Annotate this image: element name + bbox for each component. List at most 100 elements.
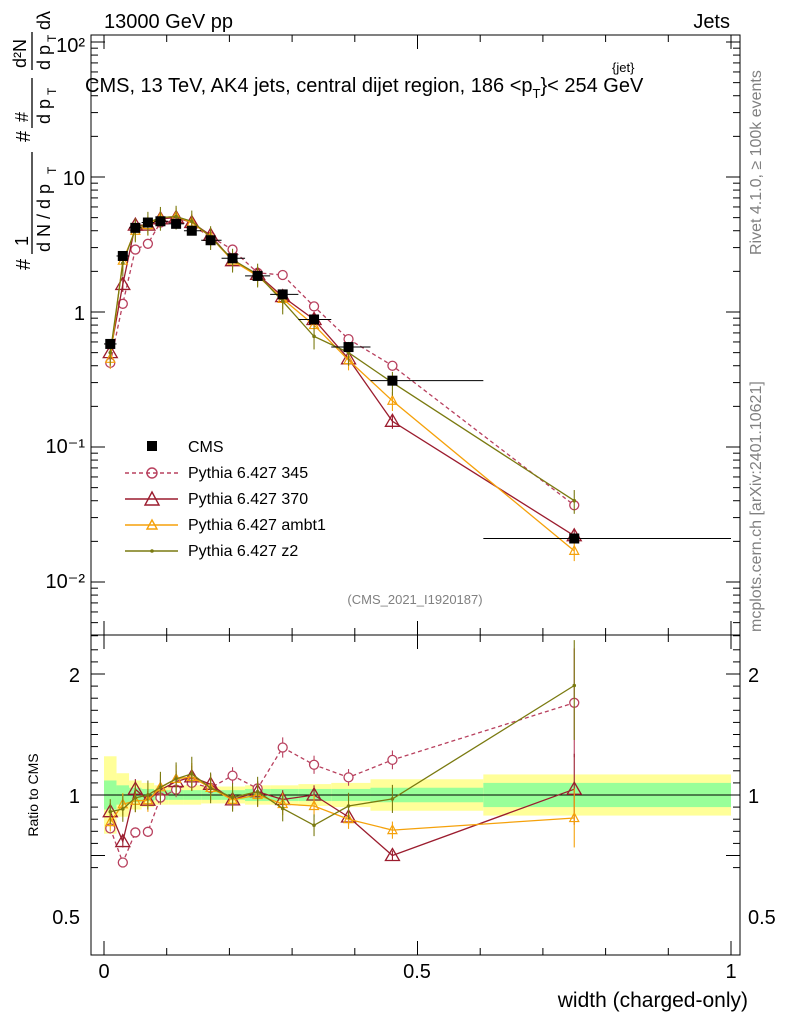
x-tick-label: 0 — [98, 961, 109, 983]
series-point — [255, 789, 260, 794]
series-point — [387, 360, 398, 371]
series-point — [308, 799, 320, 811]
series-point — [189, 219, 194, 224]
cms-point — [117, 250, 128, 261]
axis-ticks — [91, 35, 740, 955]
series-point — [121, 261, 125, 265]
series-point — [384, 413, 401, 427]
y-label-den-sub-1: T — [45, 166, 59, 174]
y-tick-label-right: 2 — [748, 665, 759, 687]
series-line-main — [109, 215, 575, 552]
y-tick-label: 2 — [69, 665, 80, 687]
cms-point — [343, 342, 354, 353]
legend-marker-z2 — [150, 549, 154, 553]
series-line-main — [109, 215, 575, 502]
x-tick-labels: 0 0.5 1 — [98, 961, 736, 983]
series-point — [142, 238, 154, 249]
y-tick-label: 10² — [56, 35, 85, 57]
chart-title: CMS, 13 TeV, AK4 jets, central dijet reg… — [85, 75, 644, 101]
y-label-den-2: d p — [34, 99, 54, 124]
series-point — [227, 770, 238, 781]
title-main: CMS, 13 TeV, AK4 jets, central dijet reg… — [85, 75, 533, 97]
y-label-den-3: d p — [34, 45, 54, 70]
y-label-num-3: d²N — [10, 39, 30, 68]
cms-point — [155, 216, 166, 227]
cms-point — [130, 222, 141, 233]
y-label-den-4: dλ — [34, 11, 54, 30]
ratio-y-label: Ratio to CMS — [25, 753, 41, 836]
y-tick-label: 0.5 — [52, 907, 80, 929]
x-tick-label: 1 — [725, 961, 736, 983]
x-tick-label: 0.5 — [403, 961, 431, 983]
legend-marker-cms — [147, 441, 157, 451]
cms-point — [105, 338, 116, 349]
series-point — [280, 806, 285, 811]
y-label-hash-2: # — [13, 130, 35, 142]
y-tick-label-right: 0.5 — [748, 907, 776, 929]
series-point — [277, 742, 288, 753]
x-axis-label: width (charged-only) — [557, 989, 748, 1012]
series-point — [572, 683, 577, 688]
series-point — [568, 811, 580, 823]
series-point — [208, 786, 213, 790]
legend-marker-ambt1 — [145, 518, 159, 530]
series-point — [108, 809, 113, 814]
series-point — [343, 772, 354, 783]
series-point — [386, 394, 398, 405]
y-tick-label: 10⁻¹ — [46, 436, 86, 458]
series-point — [308, 759, 320, 770]
series-point — [104, 815, 116, 827]
y-tick-label: 10⁻² — [46, 571, 86, 593]
series-point — [568, 544, 580, 555]
series-point — [146, 793, 150, 797]
series-line-main — [109, 216, 575, 537]
cms-points-group — [104, 216, 731, 544]
rivet-label: Rivet 4.1.0, ≥ 100k events — [748, 70, 765, 255]
series-point — [117, 298, 128, 309]
y-tick-label-right: 1 — [748, 786, 759, 808]
y-tick-label: 1 — [69, 786, 80, 808]
cms-point — [205, 235, 216, 246]
series-point — [280, 299, 285, 304]
legend-label: Pythia 6.427 370 — [188, 491, 308, 508]
legend-marker-345 — [146, 467, 158, 479]
analysis-watermark: (CMS_2021_I1920187) — [347, 592, 482, 607]
cms-point — [171, 218, 182, 229]
cms-point — [227, 253, 238, 264]
series-point — [312, 334, 316, 339]
series-point — [114, 833, 131, 848]
cms-point — [277, 289, 288, 300]
series-point — [277, 269, 288, 281]
header-left: 13000 GeV pp — [104, 11, 233, 33]
series-point — [386, 823, 398, 835]
title-end: }< 254 GeV — [540, 75, 644, 97]
main-series-group — [102, 205, 583, 562]
series-point — [174, 214, 178, 219]
series-point — [133, 796, 138, 800]
series-point — [142, 826, 154, 837]
ratio-series-group — [102, 640, 583, 868]
main-y-label: # 1 d N / d p T # # d p T d²N d p T dλ — [10, 11, 59, 270]
legend-label: Pythia 6.427 ambt1 — [188, 517, 326, 534]
title-sup: {jet} — [612, 60, 635, 75]
series-point — [346, 804, 351, 808]
cms-point — [569, 533, 580, 544]
y-label-den-sub-3: T — [45, 34, 59, 42]
header-right: Jets — [693, 11, 730, 33]
y-label-hash-1: # — [13, 258, 35, 270]
y-label-den-sub-2: T — [45, 87, 59, 95]
series-point — [230, 795, 235, 800]
cms-point — [252, 270, 263, 281]
cms-point — [387, 375, 398, 386]
legend-marker-370 — [143, 490, 161, 506]
series-point — [130, 244, 141, 255]
series-point — [121, 807, 125, 811]
cms-point — [142, 217, 153, 228]
series-point — [312, 823, 316, 828]
series-point — [384, 847, 401, 862]
legend: CMS Pythia 6.427 345 Pythia 6.427 370 Py… — [125, 439, 326, 560]
legend-label: CMS — [188, 439, 224, 456]
series-point — [174, 777, 178, 781]
series-point — [189, 772, 194, 776]
